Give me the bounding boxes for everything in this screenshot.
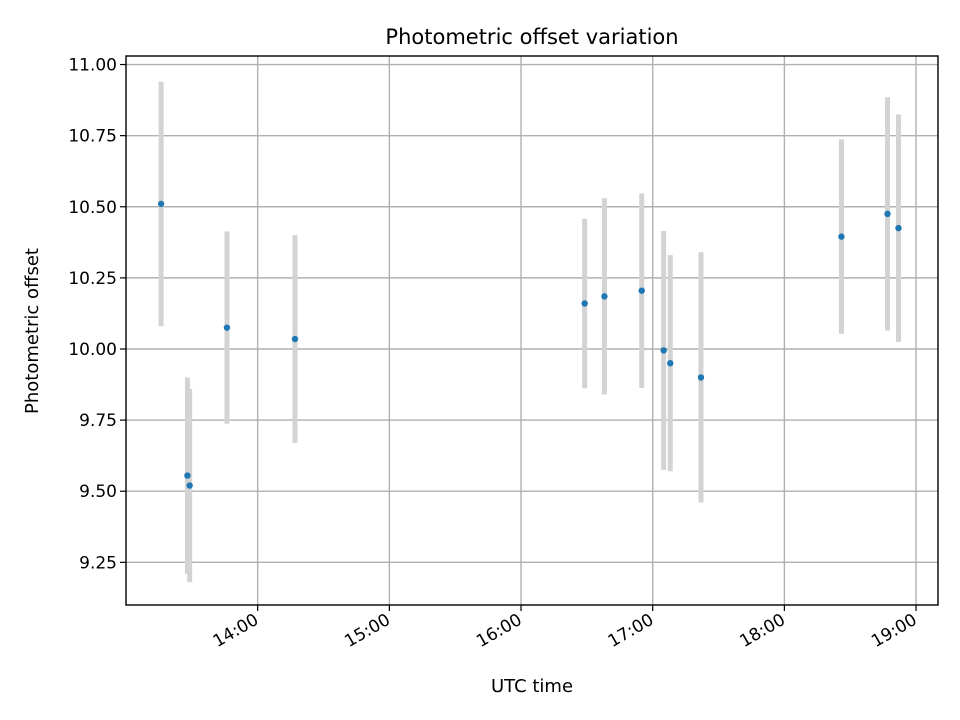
x-tick-label: 18:00 [736,610,788,652]
data-point [291,335,299,343]
grid [126,56,938,605]
x-axis-label: UTC time [491,676,573,697]
y-tick-label: 9.75 [79,411,117,431]
data-point [667,360,674,367]
y-axis: 9.25 9.50 9.75 10.00 10.25 10.50 10.75 11.00 [68,56,126,573]
data-point [223,324,231,331]
x-tick-label: 14:00 [210,610,262,652]
data-point [638,287,645,294]
data-point [838,233,845,240]
x-tick-label: 15:00 [341,610,393,652]
data-point [186,482,193,489]
chart-title: Photometric offset variation [385,25,678,49]
data-point [157,200,165,208]
y-axis-label: Photometric offset [22,248,43,414]
data-point [601,293,608,300]
data-point [697,374,705,381]
data-point [581,300,588,307]
plot-frame [125,55,939,606]
x-tick-label: 16:00 [473,610,525,652]
y-tick-label: 11.00 [68,56,117,76]
y-tick-label: 10.25 [68,269,117,289]
data-point [660,347,667,354]
y-tick-label: 10.50 [68,198,117,218]
y-tick-label: 9.25 [79,553,117,573]
x-tick-label: 17:00 [605,610,657,652]
x-tick-label: 19:00 [868,610,920,652]
x-axis: 14:00 15:00 16:00 17:00 18:00 19:00 [210,605,921,652]
data-point [895,224,902,232]
error-bars [158,81,901,583]
data-point [184,472,191,479]
data-point [884,210,891,218]
y-tick-label: 9.50 [79,482,117,502]
y-tick-label: 10.00 [68,340,117,360]
data-points [157,200,902,489]
y-tick-label: 10.75 [68,127,117,147]
